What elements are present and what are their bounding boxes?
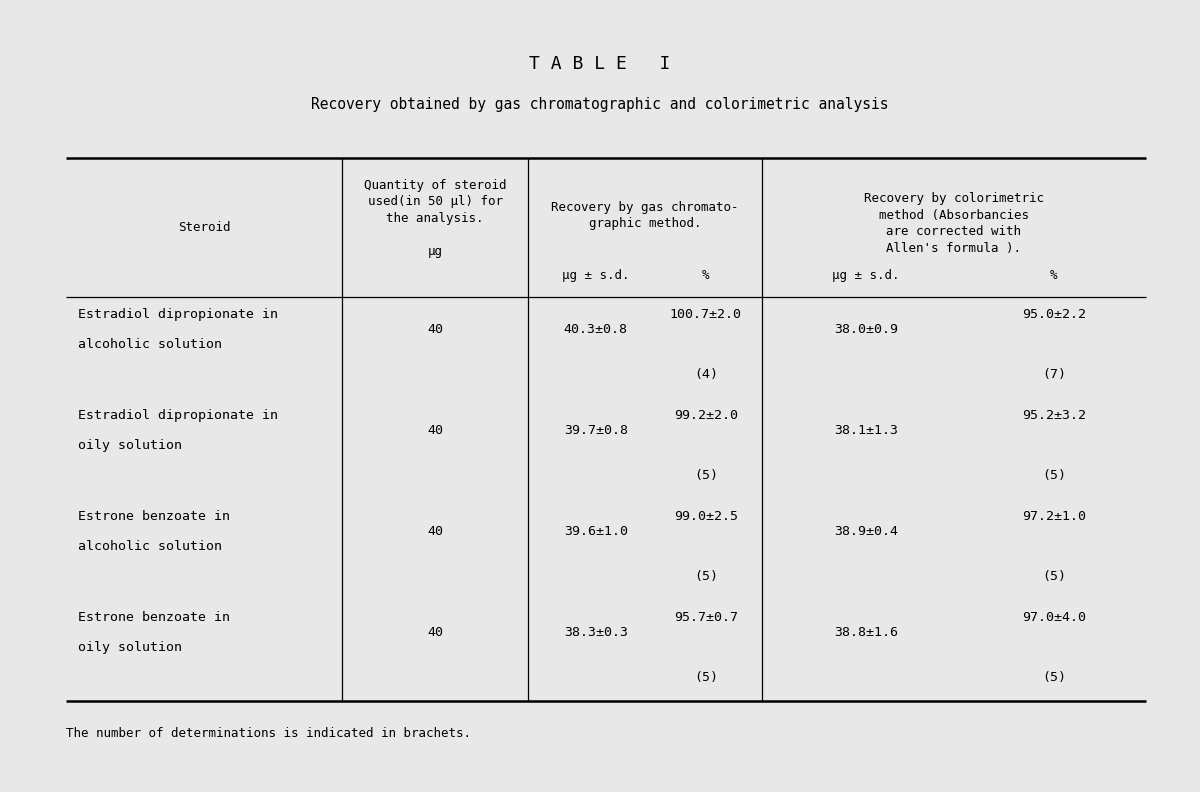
Text: (5): (5) (1042, 570, 1066, 583)
Text: Estradiol dipropionate in: Estradiol dipropionate in (78, 409, 278, 421)
Text: 40: 40 (427, 525, 443, 538)
Text: %: % (702, 269, 709, 282)
Text: µg ± s.d.: µg ± s.d. (562, 269, 630, 282)
Text: 40: 40 (427, 626, 443, 638)
Text: (5): (5) (1042, 671, 1066, 683)
Text: The number of determinations is indicated in brachets.: The number of determinations is indicate… (66, 727, 470, 740)
Text: 99.0±2.5: 99.0±2.5 (674, 510, 738, 523)
Text: (5): (5) (694, 570, 718, 583)
Text: alcoholic solution: alcoholic solution (78, 540, 222, 553)
Text: µg ± s.d.: µg ± s.d. (832, 269, 900, 282)
Text: (7): (7) (1042, 368, 1066, 381)
Text: (5): (5) (694, 469, 718, 482)
Text: 40: 40 (427, 424, 443, 436)
Text: T A B L E   I: T A B L E I (529, 55, 671, 74)
Text: 97.2±1.0: 97.2±1.0 (1022, 510, 1086, 523)
Text: %: % (1050, 269, 1057, 282)
Text: 97.0±4.0: 97.0±4.0 (1022, 611, 1086, 623)
Text: 38.1±1.3: 38.1±1.3 (834, 424, 898, 436)
Text: 100.7±2.0: 100.7±2.0 (670, 308, 742, 321)
Text: Recovery by colorimetric
method (Absorbancies
are corrected with
Allen's formula: Recovery by colorimetric method (Absorba… (864, 192, 1044, 254)
Text: Estradiol dipropionate in: Estradiol dipropionate in (78, 308, 278, 321)
Text: (4): (4) (694, 368, 718, 381)
Text: Recovery obtained by gas chromatographic and colorimetric analysis: Recovery obtained by gas chromatographic… (311, 97, 889, 112)
Text: 39.6±1.0: 39.6±1.0 (564, 525, 628, 538)
Text: 40: 40 (427, 323, 443, 336)
Text: Quantity of steroid
used(in 50 µl) for
the analysis.

µg: Quantity of steroid used(in 50 µl) for t… (364, 179, 506, 257)
Text: Estrone benzoate in: Estrone benzoate in (78, 510, 230, 523)
Text: Steroid: Steroid (178, 221, 230, 234)
Text: Estrone benzoate in: Estrone benzoate in (78, 611, 230, 623)
Text: oily solution: oily solution (78, 641, 182, 653)
Text: (5): (5) (1042, 469, 1066, 482)
Text: 38.3±0.3: 38.3±0.3 (564, 626, 628, 638)
Text: 40.3±0.8: 40.3±0.8 (564, 323, 628, 336)
Text: alcoholic solution: alcoholic solution (78, 338, 222, 351)
Text: 99.2±2.0: 99.2±2.0 (674, 409, 738, 421)
Text: 95.2±3.2: 95.2±3.2 (1022, 409, 1086, 421)
Text: 38.8±1.6: 38.8±1.6 (834, 626, 898, 638)
Text: Recovery by gas chromato-
graphic method.: Recovery by gas chromato- graphic method… (551, 200, 739, 230)
Text: 95.0±2.2: 95.0±2.2 (1022, 308, 1086, 321)
Text: 39.7±0.8: 39.7±0.8 (564, 424, 628, 436)
Text: 95.7±0.7: 95.7±0.7 (674, 611, 738, 623)
Text: 38.9±0.4: 38.9±0.4 (834, 525, 898, 538)
Text: 38.0±0.9: 38.0±0.9 (834, 323, 898, 336)
Text: oily solution: oily solution (78, 439, 182, 451)
Text: (5): (5) (694, 671, 718, 683)
